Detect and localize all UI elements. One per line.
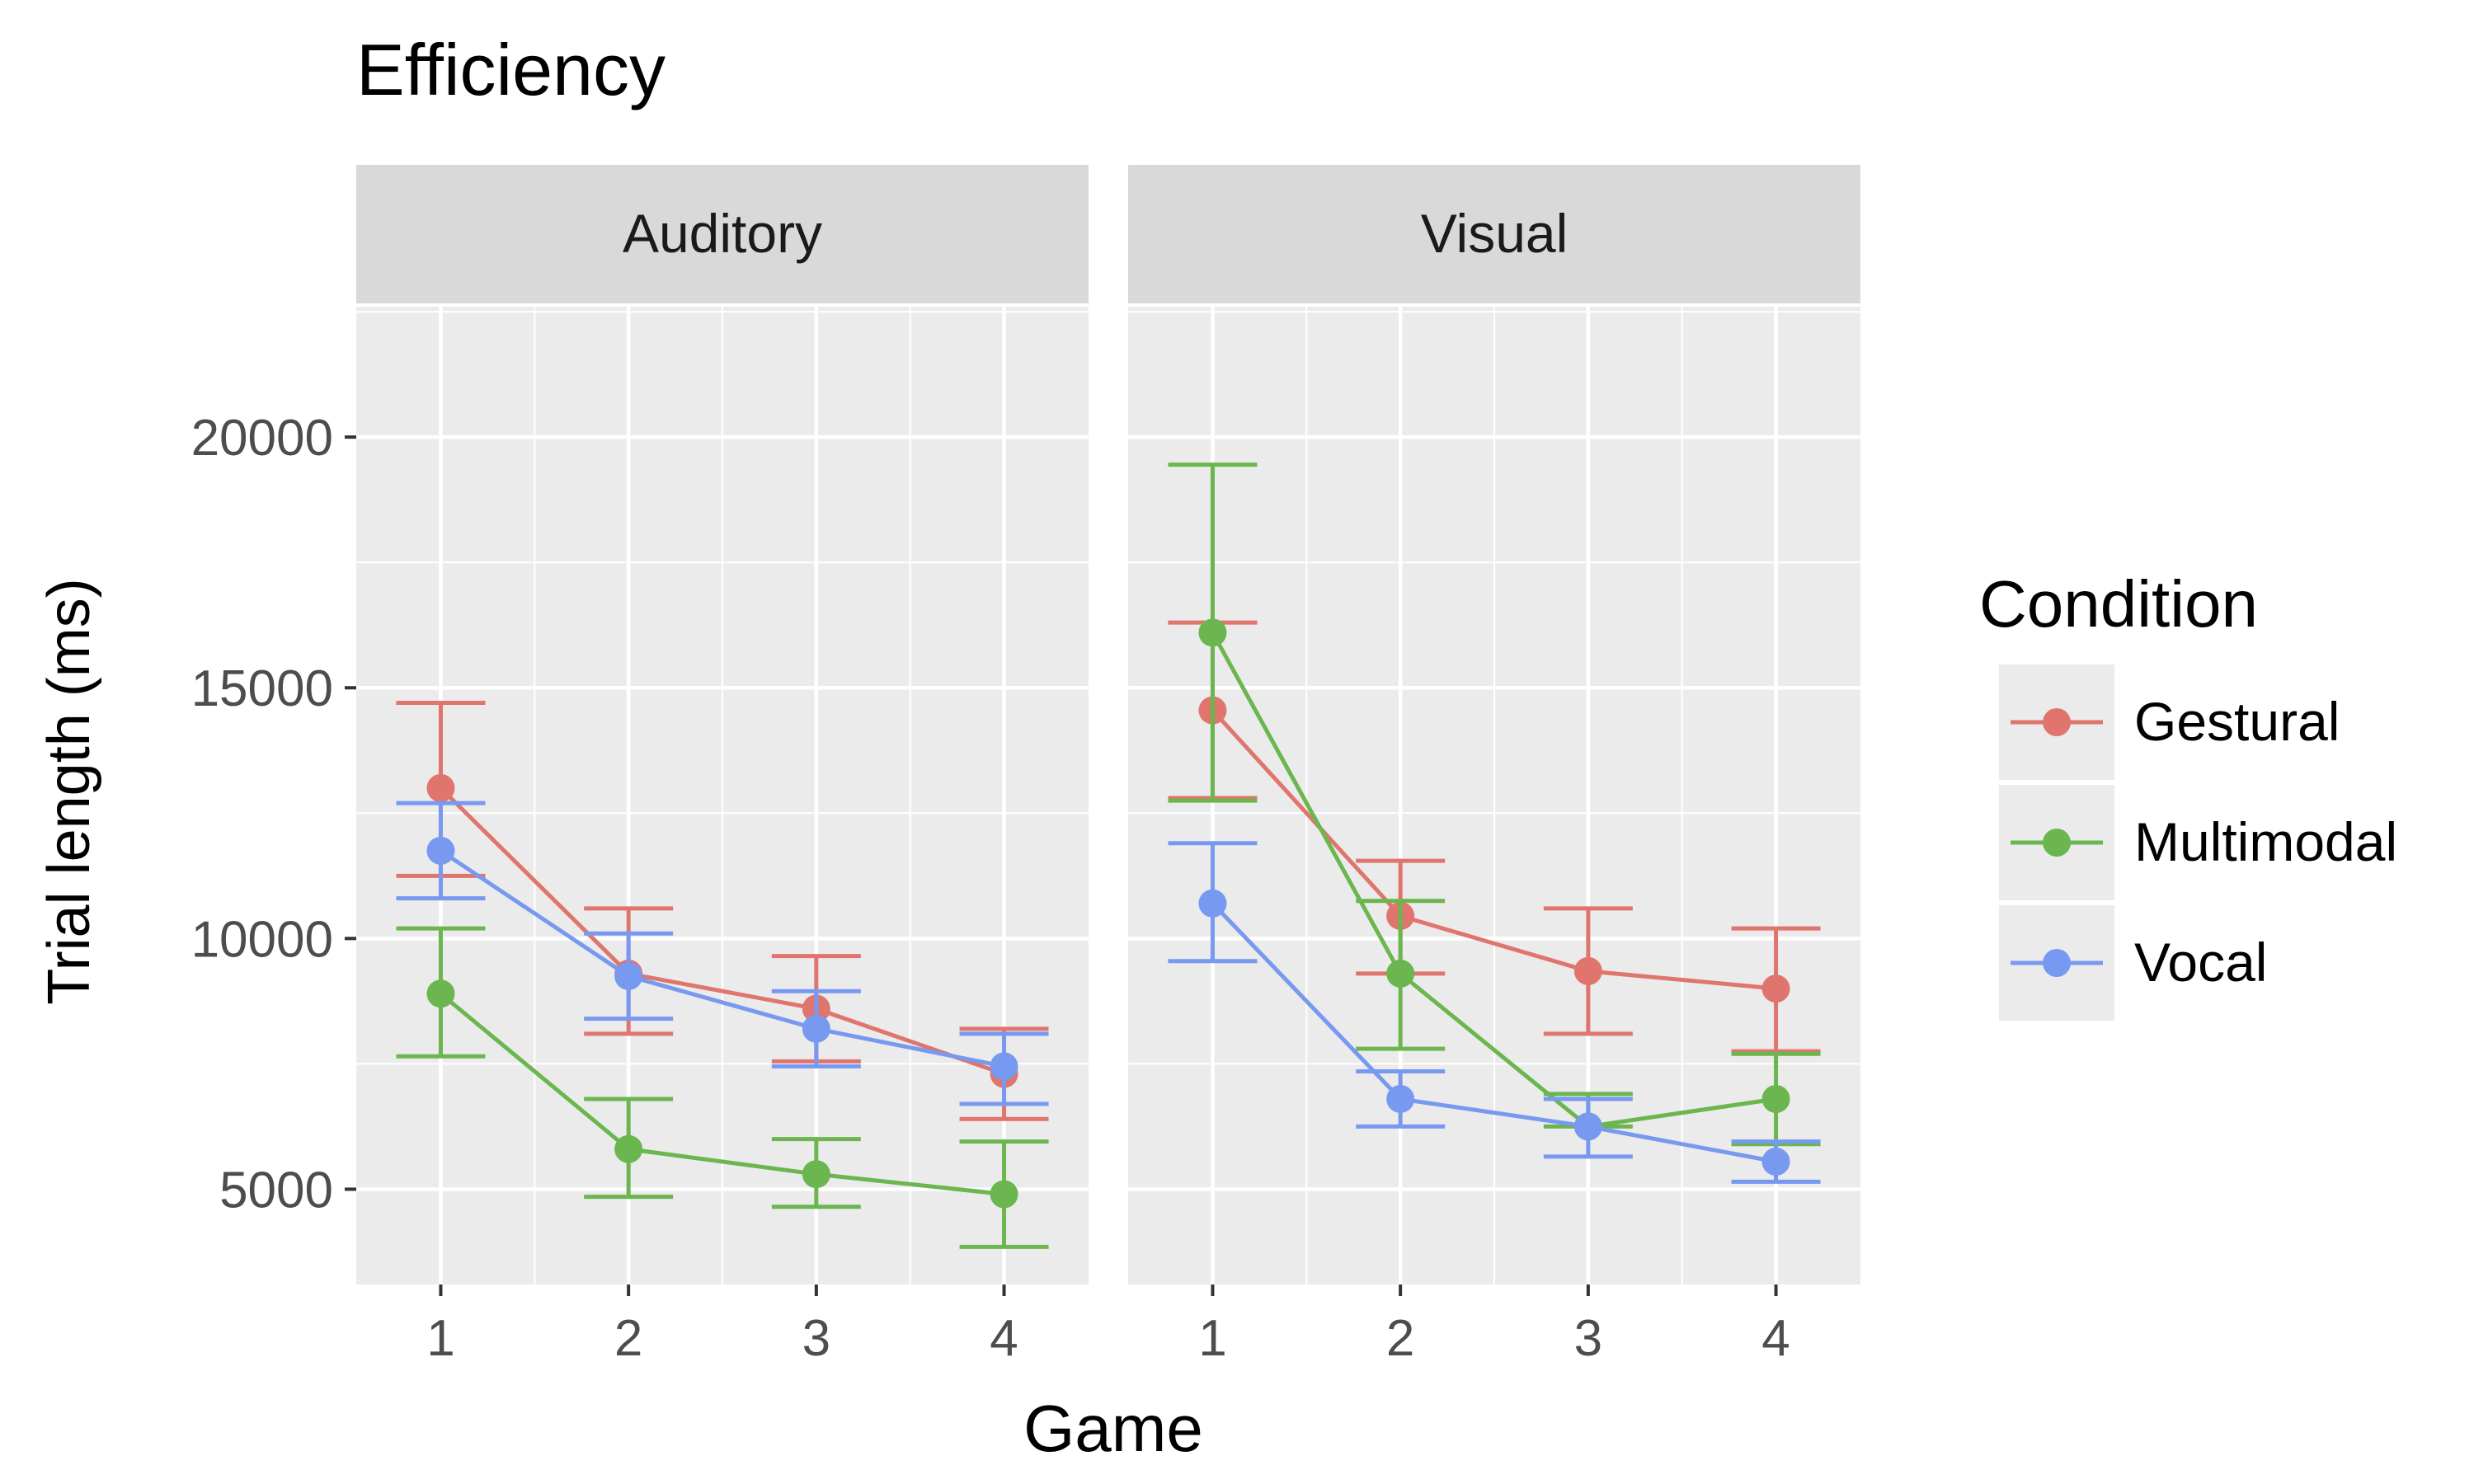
x-tick-label: 3 <box>1574 1310 1602 1367</box>
data-point <box>614 961 643 990</box>
legend-key-point <box>2043 829 2071 857</box>
data-point <box>426 773 455 802</box>
x-tick-label: 1 <box>1198 1310 1226 1367</box>
x-tick-label: 4 <box>1761 1310 1790 1367</box>
legend-title: Condition <box>1979 567 2258 641</box>
y-axis: 5000 10000 15000 20000 <box>191 410 356 1219</box>
data-point <box>614 1134 643 1163</box>
series-line <box>1211 708 1776 991</box>
facet-panel-auditory: Auditory <box>356 165 1089 1284</box>
series-vocal <box>396 801 1049 1106</box>
y-tick-label: 10000 <box>191 911 333 968</box>
data-point <box>1761 974 1790 1003</box>
data-point <box>1761 1084 1790 1113</box>
series-vocal <box>1168 841 1821 1184</box>
legend-item-vocal: Vocal <box>1999 905 2267 1021</box>
facet-strip <box>1128 165 1860 303</box>
data-point <box>1761 1147 1790 1176</box>
series-line <box>1211 632 1776 1129</box>
legend-item-multimodal: Multimodal <box>1999 785 2397 900</box>
facet-strip-label: Auditory <box>623 203 822 264</box>
gridlines <box>1128 307 1860 1284</box>
data-point <box>1198 889 1227 918</box>
chart-title: Efficiency <box>356 29 666 110</box>
legend-label: Gestural <box>2134 691 2340 752</box>
y-tick-label: 20000 <box>191 410 333 467</box>
data-point <box>1386 959 1415 988</box>
facet-panel-visual: Visual <box>1128 165 1860 1284</box>
legend-items: Gestural Multimodal Vocal <box>1999 665 2397 1021</box>
data-point <box>802 1160 830 1189</box>
x-tick-label: 4 <box>990 1310 1018 1367</box>
x-axis: 1 2 3 4 1 2 3 4 <box>426 1284 1790 1367</box>
data-point <box>990 1052 1018 1081</box>
series-line <box>439 992 1004 1197</box>
legend-item-gestural: Gestural <box>1999 665 2340 780</box>
series-line <box>440 848 1005 1068</box>
facet-strip-label: Visual <box>1421 203 1569 264</box>
x-tick-label: 2 <box>614 1310 642 1367</box>
legend-label: Vocal <box>2134 932 2267 993</box>
series-multimodal <box>396 926 1049 1249</box>
data-point <box>426 836 455 865</box>
legend-key-point <box>2043 708 2071 736</box>
legend-key-point <box>2043 949 2071 977</box>
data-point <box>1573 1112 1602 1141</box>
y-tick-label: 5000 <box>219 1162 333 1219</box>
x-tick-label: 3 <box>802 1310 830 1367</box>
series-line <box>439 787 1005 1076</box>
panels: Auditory Visual <box>356 165 1860 1284</box>
data-point <box>802 1014 830 1043</box>
data-point <box>990 1180 1018 1209</box>
data-point <box>426 979 455 1008</box>
y-tick-label: 15000 <box>191 660 333 717</box>
data-point <box>1386 1084 1415 1113</box>
y-axis-label: Trial length (ms) <box>36 578 102 1004</box>
x-tick-label: 1 <box>426 1310 454 1367</box>
series-line <box>1211 902 1776 1164</box>
data-point <box>1573 956 1602 985</box>
facet-strip <box>356 165 1089 303</box>
x-axis-label: Game <box>1023 1392 1203 1465</box>
legend: Condition Gestural Multimodal Vocal <box>1979 567 2397 1021</box>
legend-label: Multimodal <box>2134 811 2397 872</box>
data-point <box>1198 618 1227 647</box>
x-tick-label: 2 <box>1386 1310 1414 1367</box>
